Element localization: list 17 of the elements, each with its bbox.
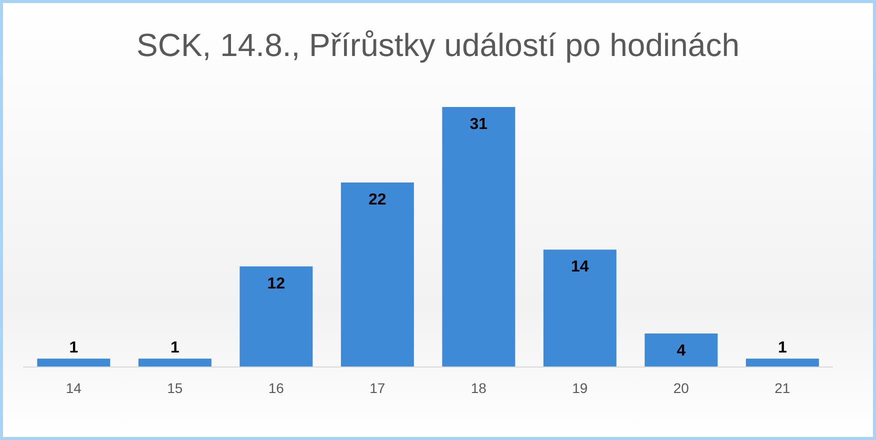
x-tick-label: 21 (774, 380, 790, 396)
data-label: 1 (69, 340, 78, 357)
x-tick-label: 17 (370, 380, 386, 396)
x-tick-label: 20 (673, 380, 690, 396)
x-tick-label: 19 (572, 380, 588, 396)
data-label: 12 (267, 275, 286, 292)
data-label: 1 (778, 340, 787, 357)
x-tick-label: 14 (66, 380, 82, 396)
x-tick-label: 16 (268, 380, 284, 396)
data-label: 4 (676, 342, 686, 360)
chart-title: SCK, 14.8., Přírůstky událostí po hodinách (136, 27, 740, 65)
data-label: 31 (470, 116, 488, 133)
data-label: 1 (170, 340, 180, 357)
x-tick-label: 15 (167, 380, 183, 396)
data-label: 14 (571, 258, 589, 276)
x-tick-label: 18 (470, 380, 487, 396)
data-label: 22 (368, 191, 386, 208)
